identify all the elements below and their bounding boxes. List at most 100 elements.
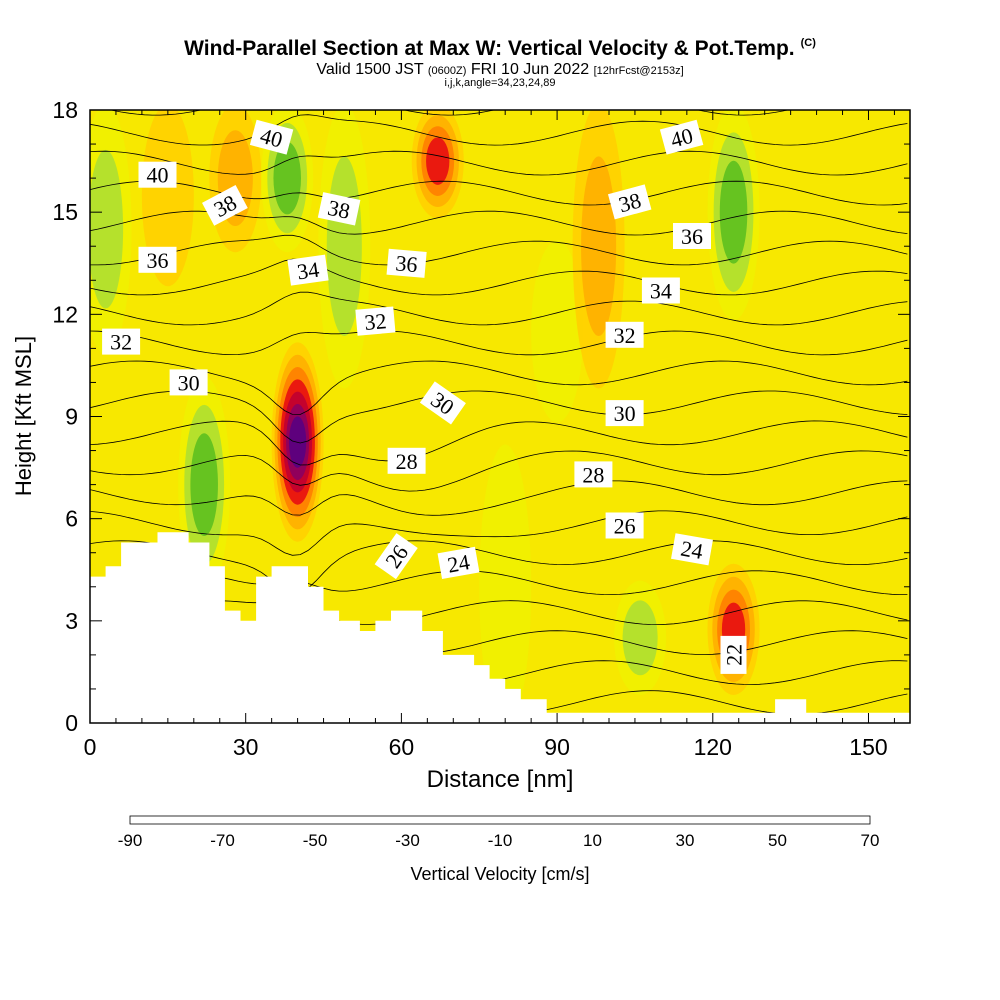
contour-label-7: 36 bbox=[386, 248, 427, 278]
contour-label-text-0: 40 bbox=[147, 163, 169, 188]
terrain-layer bbox=[90, 532, 910, 723]
contour-label-text-23: 22 bbox=[722, 644, 747, 666]
colorbar-tick-70: 70 bbox=[861, 831, 880, 850]
contour-label-bg-20 bbox=[605, 512, 644, 539]
colorbar: -90 -70 -50 -30 -10 10 30 50 70 bbox=[118, 815, 880, 850]
contour-label-text-20: 26 bbox=[614, 514, 636, 539]
contour-label-2: 40 bbox=[659, 119, 704, 155]
isentrope-33 bbox=[90, 330, 908, 356]
title-main-text: Wind-Parallel Section at Max W: Vertical… bbox=[184, 37, 795, 60]
contour-label-bg-21 bbox=[437, 546, 480, 580]
colorbar-tick-10: 10 bbox=[583, 831, 602, 850]
colorbar-tick--10: -10 bbox=[488, 831, 513, 850]
x-axis-label: Distance [nm] bbox=[426, 766, 574, 793]
contour-label-21: 24 bbox=[437, 546, 480, 580]
contour-label-17: 28 bbox=[387, 447, 426, 474]
contour-label-text-11: 32 bbox=[110, 330, 132, 355]
contour-label-bg-22 bbox=[671, 533, 713, 566]
contour-label-text-14: 30 bbox=[178, 370, 200, 395]
velocity-band-4-level-2 bbox=[273, 141, 301, 215]
y-tick-label-3: 3 bbox=[65, 608, 78, 634]
velocity-band-0-level-1 bbox=[90, 149, 124, 309]
contour-label-11: 32 bbox=[102, 328, 141, 355]
y-tick-label-18: 18 bbox=[52, 97, 78, 123]
contour-label-bg-17 bbox=[387, 447, 426, 474]
x-tick-label-60: 60 bbox=[389, 734, 415, 760]
contour-label-bg-12 bbox=[355, 306, 396, 336]
velocity-band-8-level-0 bbox=[479, 444, 532, 723]
contour-label-bg-10 bbox=[641, 277, 680, 304]
y-axis-label: Height [Kft MSL] bbox=[11, 335, 36, 497]
y-tick-label-12: 12 bbox=[52, 301, 78, 327]
velocity-band-11-level-1 bbox=[622, 600, 658, 676]
contour-label-bg-23 bbox=[720, 635, 747, 674]
velocity-band-10-level-1 bbox=[581, 156, 617, 337]
contour-label-text-17: 28 bbox=[396, 449, 418, 474]
isentrope-41 bbox=[109, 110, 790, 116]
velocity-band-2-level-2 bbox=[190, 433, 218, 537]
x-tick-label-120: 120 bbox=[694, 734, 732, 760]
contour-label-5: 38 bbox=[607, 184, 652, 220]
contour-label-10: 34 bbox=[641, 277, 680, 304]
isentrope-26 bbox=[90, 540, 908, 594]
contour-label-14: 30 bbox=[169, 369, 208, 396]
colorbar-tick--70: -70 bbox=[210, 831, 235, 850]
contour-label-8: 36 bbox=[673, 223, 711, 249]
contour-label-bg-1 bbox=[249, 119, 294, 155]
velocity-band-13-level-2 bbox=[719, 160, 748, 264]
isentrope-29 bbox=[90, 450, 908, 492]
contour-label-bg-8 bbox=[673, 223, 711, 249]
contour-label-bg-15 bbox=[419, 381, 466, 425]
x-tick-label-0: 0 bbox=[84, 734, 97, 760]
isentrope-28 bbox=[90, 480, 908, 516]
y-tick-label-6: 6 bbox=[65, 506, 78, 532]
x-tick-label-150: 150 bbox=[849, 734, 887, 760]
isentrope-39 bbox=[90, 150, 908, 176]
contour-label-bg-5 bbox=[607, 184, 652, 220]
velocity-band-7-level-3 bbox=[426, 137, 450, 185]
contour-label-text-10: 34 bbox=[650, 279, 672, 304]
contour-label-text-22: 24 bbox=[679, 536, 705, 564]
contour-label-bg-13 bbox=[605, 321, 644, 348]
colorbar-label: Vertical Velocity [cm/s] bbox=[410, 864, 590, 884]
contour-label-text-7: 36 bbox=[395, 250, 419, 277]
terrain-mask bbox=[90, 532, 910, 723]
contour-label-bg-7 bbox=[386, 248, 427, 278]
isentrope-31 bbox=[90, 390, 908, 444]
contour-label-text-21: 24 bbox=[446, 549, 472, 577]
contour-label-text-16: 30 bbox=[614, 401, 636, 426]
isentrope-40 bbox=[90, 114, 908, 146]
contour-label-bg-4 bbox=[317, 192, 361, 226]
contour-label-22: 24 bbox=[671, 533, 713, 566]
contour-label-bg-18 bbox=[574, 461, 613, 488]
velocity-band-6-level-1 bbox=[326, 156, 362, 337]
isentrope-24 bbox=[90, 600, 908, 626]
y-tick-label-0: 0 bbox=[65, 710, 78, 736]
valid-date: FRI 10 Jun 2022 bbox=[470, 61, 590, 78]
isentrope-36 bbox=[90, 234, 908, 266]
contour-label-6: 36 bbox=[138, 246, 177, 273]
y-tick-label-9: 9 bbox=[65, 404, 78, 430]
contour-label-text-13: 32 bbox=[614, 323, 636, 348]
colorbar-tick-50: 50 bbox=[768, 831, 787, 850]
grid-indices: i,j,k,angle=34,23,24,89 bbox=[444, 77, 556, 89]
contour-label-4: 38 bbox=[317, 192, 361, 226]
contour-label-23: 22 bbox=[720, 635, 747, 674]
title-corner-mark: (C) bbox=[800, 37, 816, 49]
forecast-info: [12hrFcst@2153z] bbox=[593, 65, 684, 77]
contour-label-20: 26 bbox=[605, 512, 644, 539]
isentrope-25 bbox=[90, 570, 908, 596]
chart-title: Wind-Parallel Section at Max W: Vertical… bbox=[0, 37, 1000, 61]
contour-label-bg-3 bbox=[202, 185, 248, 226]
contour-label-text-18: 28 bbox=[582, 462, 604, 487]
y-tick-label-15: 15 bbox=[52, 199, 78, 225]
contour-label-bg-19 bbox=[374, 533, 418, 580]
colorbar-tick--30: -30 bbox=[395, 831, 420, 850]
contour-label-text-9: 34 bbox=[295, 257, 320, 285]
contour-label-16: 30 bbox=[605, 400, 644, 427]
valid-time: Valid 1500 JST (0600Z) FRI 10 Jun 2022 [… bbox=[0, 61, 1000, 79]
contour-label-1: 40 bbox=[249, 119, 294, 155]
contour-label-13: 32 bbox=[605, 321, 644, 348]
contour-label-9: 34 bbox=[287, 254, 329, 286]
